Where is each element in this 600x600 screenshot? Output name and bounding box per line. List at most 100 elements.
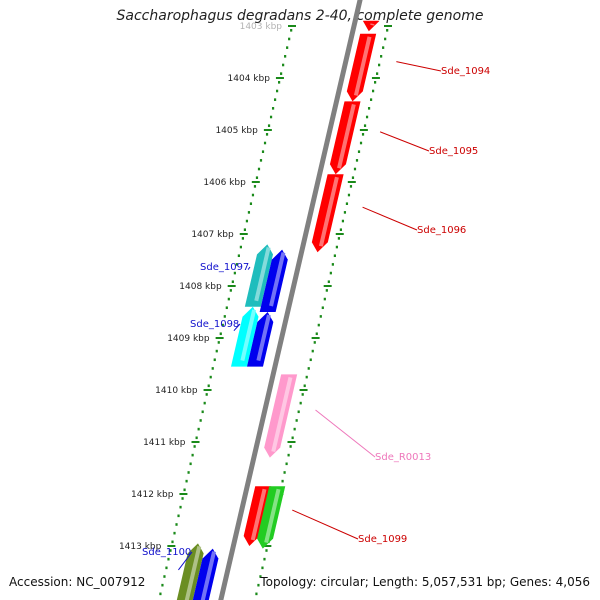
genome-backbone: [218, 0, 363, 600]
guide-dot: [227, 297, 230, 301]
guide-dot: [205, 393, 208, 396]
guide-dot: [245, 219, 249, 223]
guide-dot: [309, 358, 312, 362]
gene-leader-line: [233, 323, 241, 332]
guide-dot: [269, 115, 273, 119]
guide-dot: [288, 37, 291, 41]
guide-dot: [287, 453, 290, 457]
guide-dot: [259, 159, 263, 162]
gene-leader-line: [379, 131, 430, 152]
gene-label[interactable]: Sde_R0013: [375, 452, 431, 463]
gene-label[interactable]: Sde_1098: [190, 319, 239, 330]
guide-dot: [163, 575, 166, 578]
guide-dot: [380, 55, 383, 58]
gene-g-1097b[interactable]: [259, 249, 288, 312]
gene-Sde_1095[interactable]: [329, 101, 361, 175]
gene-g-1099b[interactable]: [257, 486, 286, 549]
gene-arrow[interactable]: [363, 20, 380, 32]
guide-dot: [303, 384, 306, 388]
guide-dot: [307, 367, 310, 370]
guide-dot: [237, 254, 240, 258]
guide-dot: [371, 89, 375, 93]
guide-dot: [219, 332, 222, 336]
guide-dot: [267, 124, 271, 127]
guide-dot: [376, 72, 379, 75]
scale-label: 1412 kbp: [131, 490, 174, 500]
guide-dot: [382, 46, 385, 49]
gene-highlight: [337, 103, 356, 169]
guide-dot: [231, 280, 234, 284]
guide-dot: [374, 81, 377, 84]
guide-dot: [207, 384, 210, 388]
guide-dot: [233, 271, 236, 275]
accession-text: Accession: NC_007912: [9, 575, 146, 589]
gene-Sde_1100[interactable]: [175, 543, 204, 600]
gene-leader-line: [362, 206, 418, 231]
guide-dot: [215, 349, 218, 353]
guide-dot: [199, 419, 202, 422]
gene-highlight: [271, 376, 293, 453]
guide-dot: [243, 228, 247, 232]
gene-g-top[interactable]: [363, 20, 380, 32]
guide-dot: [261, 150, 265, 153]
gene-highlight: [184, 545, 202, 600]
gene-Sde_1094[interactable]: [346, 33, 377, 102]
gene-leader-line: [396, 61, 442, 72]
gene-Sde_1098[interactable]: [230, 306, 259, 367]
gene-label[interactable]: Sde_1100: [142, 547, 191, 558]
guide-dot: [347, 193, 351, 197]
guide-dot: [343, 211, 347, 214]
guide-dot: [329, 271, 332, 275]
scale-label: 1410 kbp: [155, 386, 198, 396]
gene-g-1098b[interactable]: [246, 312, 274, 367]
guide-dot: [335, 245, 338, 249]
genome-title: Saccharophagus degradans 2-40, complete …: [116, 8, 484, 24]
guide-dot: [282, 63, 285, 67]
gene-g-1100b[interactable]: [191, 548, 219, 600]
guide-dot: [173, 531, 176, 535]
gene-label[interactable]: Sde_1097: [200, 262, 249, 273]
guide-dot: [317, 323, 320, 327]
guide-dot: [263, 557, 266, 561]
scale-label: 1405 kbp: [215, 126, 258, 136]
guide-dot: [361, 133, 365, 136]
guide-dot: [337, 237, 340, 240]
guide-dot: [183, 488, 186, 492]
guide-dot: [293, 427, 296, 431]
guide-dot: [251, 193, 255, 197]
guide-dot: [327, 280, 330, 284]
guide-dot: [351, 176, 355, 179]
gene-highlight: [240, 309, 257, 362]
guide-dot: [363, 124, 367, 127]
guide-dot: [165, 566, 168, 570]
gene-Sde_1099[interactable]: [243, 486, 272, 546]
guide-dot: [249, 202, 253, 205]
guide-dot: [225, 306, 228, 310]
gene-label[interactable]: Sde_1099: [358, 534, 407, 545]
guide-dot: [313, 341, 316, 344]
genes-layer: [175, 20, 380, 600]
gene-Sde_R0013[interactable]: [264, 374, 298, 458]
guide-dot: [353, 167, 357, 171]
scale-layer: 1403 kbp 1404 kbp 1405 kbp 1406 kbp 1407 kbp…: [119, 22, 392, 596]
gene-Sde_1096[interactable]: [311, 174, 344, 253]
guide-dot: [187, 471, 190, 474]
gene-label[interactable]: Sde_1094: [441, 66, 490, 77]
guide-dot: [223, 315, 226, 318]
guide-dot: [289, 445, 292, 448]
scale-label: 1403 kbp: [240, 22, 283, 32]
gene-label[interactable]: Sde_1096: [417, 225, 466, 236]
guide-dot: [321, 306, 324, 310]
guide-dot: [281, 479, 284, 483]
guide-dot: [201, 410, 204, 414]
guide-dot: [325, 289, 328, 292]
gene-label[interactable]: Sde_1095: [429, 146, 478, 157]
gene-Sde_1097[interactable]: [244, 244, 274, 307]
guide-dot: [197, 427, 200, 431]
guide-dot: [275, 89, 279, 93]
guide-dot: [291, 436, 294, 440]
guide-dot: [169, 549, 172, 552]
gene-highlight: [200, 551, 217, 600]
